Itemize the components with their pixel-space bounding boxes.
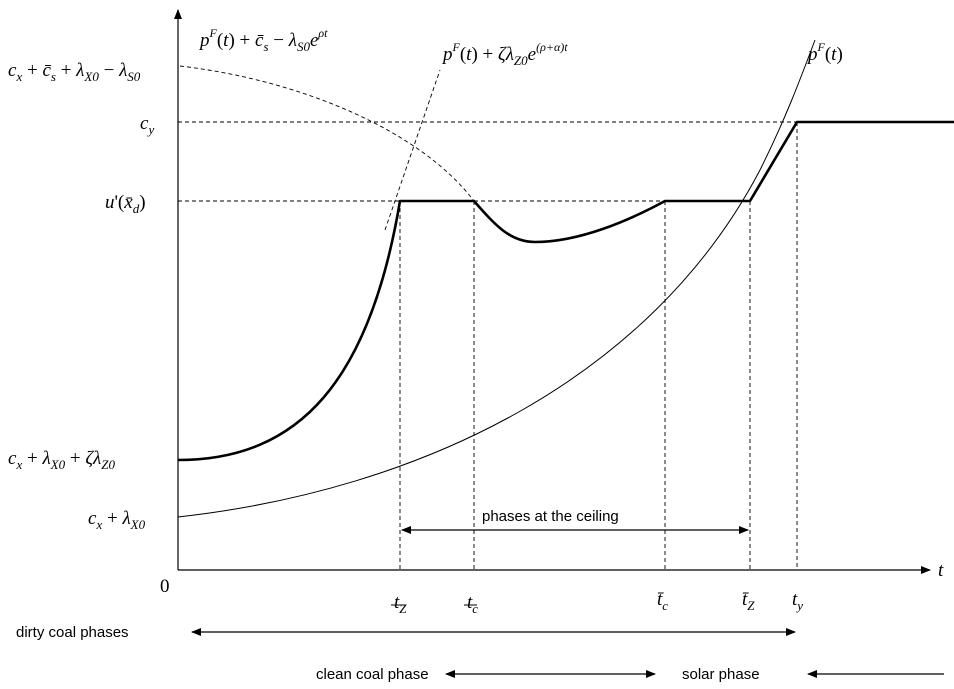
svg-text:u'(x̄d): u'(x̄d) <box>105 192 146 216</box>
tick-tc-high: t̄c <box>657 589 668 613</box>
svg-text:cx + λX0: cx + λX0 <box>88 508 146 532</box>
dirty-phase-label: dirty coal phases <box>16 624 129 641</box>
svg-text:ty: ty <box>792 589 803 613</box>
tick-tc-low: tc <box>464 592 478 616</box>
svg-text:t̄Z: t̄Z <box>742 589 755 613</box>
tick-ty: ty <box>792 589 803 613</box>
tick-tz-high: t̄Z <box>742 589 755 613</box>
solar-phase-label: solar phase <box>682 666 760 683</box>
svg-text:pF(t): pF(t) <box>806 40 843 65</box>
svg-text:tZ: tZ <box>394 592 407 616</box>
optimal-price-path <box>177 120 954 462</box>
growth-dashed-curve <box>384 69 441 231</box>
y-label-start-high: cx + λX0 + ζλZ0 <box>8 448 115 472</box>
y-label-ceiling: u'(x̄d) <box>105 192 146 216</box>
svg-text:tc: tc <box>467 592 478 616</box>
svg-text:cx + c̄s + λX0 − λS0: cx + c̄s + λX0 − λS0 <box>8 60 141 84</box>
svg-text:pF(t) + ζλZ0e(ρ+α)t: pF(t) + ζλZ0e(ρ+α)t <box>441 40 568 68</box>
decay-dashed-curve <box>179 65 475 202</box>
svg-text:t̄c: t̄c <box>657 589 668 613</box>
pf-curve <box>177 39 816 518</box>
clean-phase-label: clean coal phase <box>316 666 429 683</box>
y-label-top: cx + c̄s + λX0 − λS0 <box>8 60 141 84</box>
growth-curve-label: pF(t) + ζλZ0e(ρ+α)t <box>441 40 568 68</box>
x-axis-label: t <box>938 560 944 581</box>
origin-label: 0 <box>160 576 170 597</box>
pf-curve-label: pF(t) <box>806 40 843 65</box>
ceiling-annotation: phases at the ceiling <box>482 508 619 525</box>
svg-text:pF(t) + c̄s − λS0eρt: pF(t) + c̄s − λS0eρt <box>198 26 328 54</box>
y-label-cy: cy <box>140 113 154 137</box>
decay-curve-label: pF(t) + c̄s − λS0eρt <box>198 26 328 54</box>
svg-text:cx + λX0 + ζλZ0: cx + λX0 + ζλZ0 <box>8 448 115 472</box>
y-label-start-low: cx + λX0 <box>88 508 146 532</box>
svg-text:cy: cy <box>140 113 154 137</box>
tick-tz-low: tZ <box>391 592 407 616</box>
